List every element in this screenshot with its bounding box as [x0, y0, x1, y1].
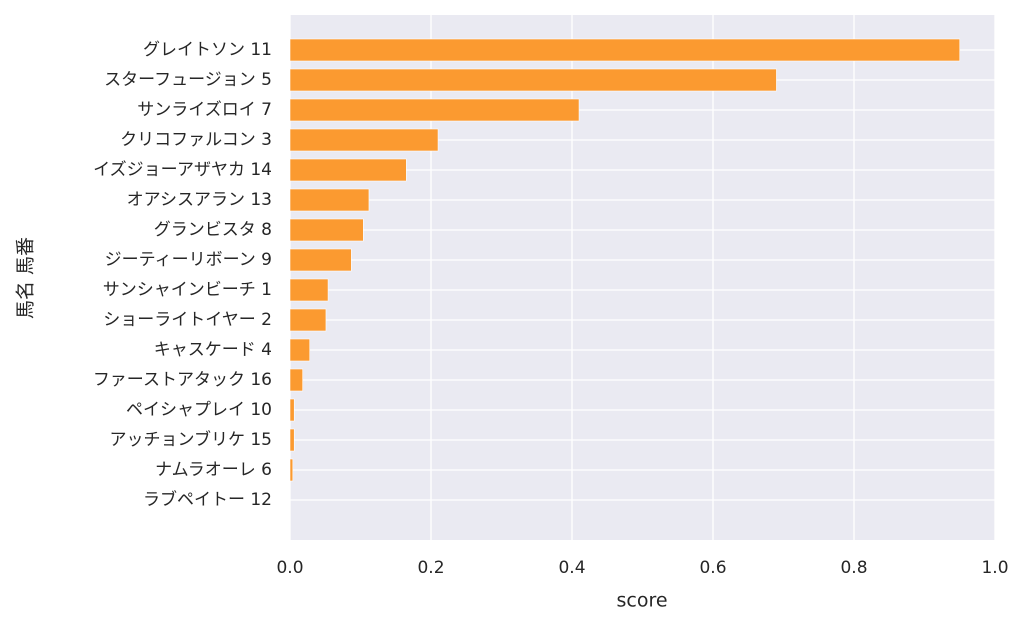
x-tick-label: 0.0	[276, 558, 303, 578]
x-tick-label: 1.0	[981, 558, 1008, 578]
x-tick-label: 0.4	[558, 558, 585, 578]
bar	[289, 68, 777, 92]
bar	[289, 398, 295, 422]
y-tick-label: ジーティーリボーン 9	[105, 250, 272, 270]
bar	[289, 98, 580, 122]
y-tick-label: ファーストアタック 16	[93, 370, 272, 390]
bar	[289, 218, 364, 242]
bar	[289, 428, 295, 452]
y-tick-label: クリコファルコン 3	[120, 130, 272, 150]
y-tick-label: スターフュージョン 5	[104, 70, 272, 90]
y-tick-label: キャスケード 4	[154, 340, 272, 360]
x-tick-label: 0.6	[699, 558, 726, 578]
bar	[289, 368, 303, 392]
y-tick-label: サンライズロイ 7	[137, 100, 272, 120]
bar	[289, 338, 311, 362]
y-tick-label: グレイトソン 11	[143, 40, 272, 60]
x-tick-label: 0.2	[417, 558, 444, 578]
y-axis-label: 馬名 馬番	[15, 237, 37, 319]
y-tick-label: ショーライトイヤー 2	[103, 310, 272, 330]
bar	[289, 38, 961, 62]
y-tick-label: グランビスタ 8	[154, 220, 272, 240]
plot-area	[290, 15, 995, 540]
bar	[289, 188, 370, 212]
bar	[289, 308, 327, 332]
x-tick-label: 0.8	[840, 558, 867, 578]
bar	[289, 458, 294, 482]
y-tick-label: オアシスアラン 13	[127, 190, 272, 210]
bar	[289, 158, 407, 182]
y-tick-label: アッチョンブリケ 15	[109, 429, 272, 450]
y-tick-label: ペイシャプレイ 10	[126, 400, 272, 420]
y-tick-label: ナムラオーレ 6	[155, 460, 272, 480]
x-axis-label: score	[616, 590, 667, 612]
y-tick-label: イズジョーアザヤカ 14	[93, 160, 272, 180]
bar	[289, 128, 439, 152]
y-tick-label: ラブペイトー 12	[143, 489, 272, 510]
y-tick-label: サンシャインビーチ 1	[103, 280, 272, 300]
bar	[289, 278, 329, 302]
bar	[289, 248, 352, 272]
